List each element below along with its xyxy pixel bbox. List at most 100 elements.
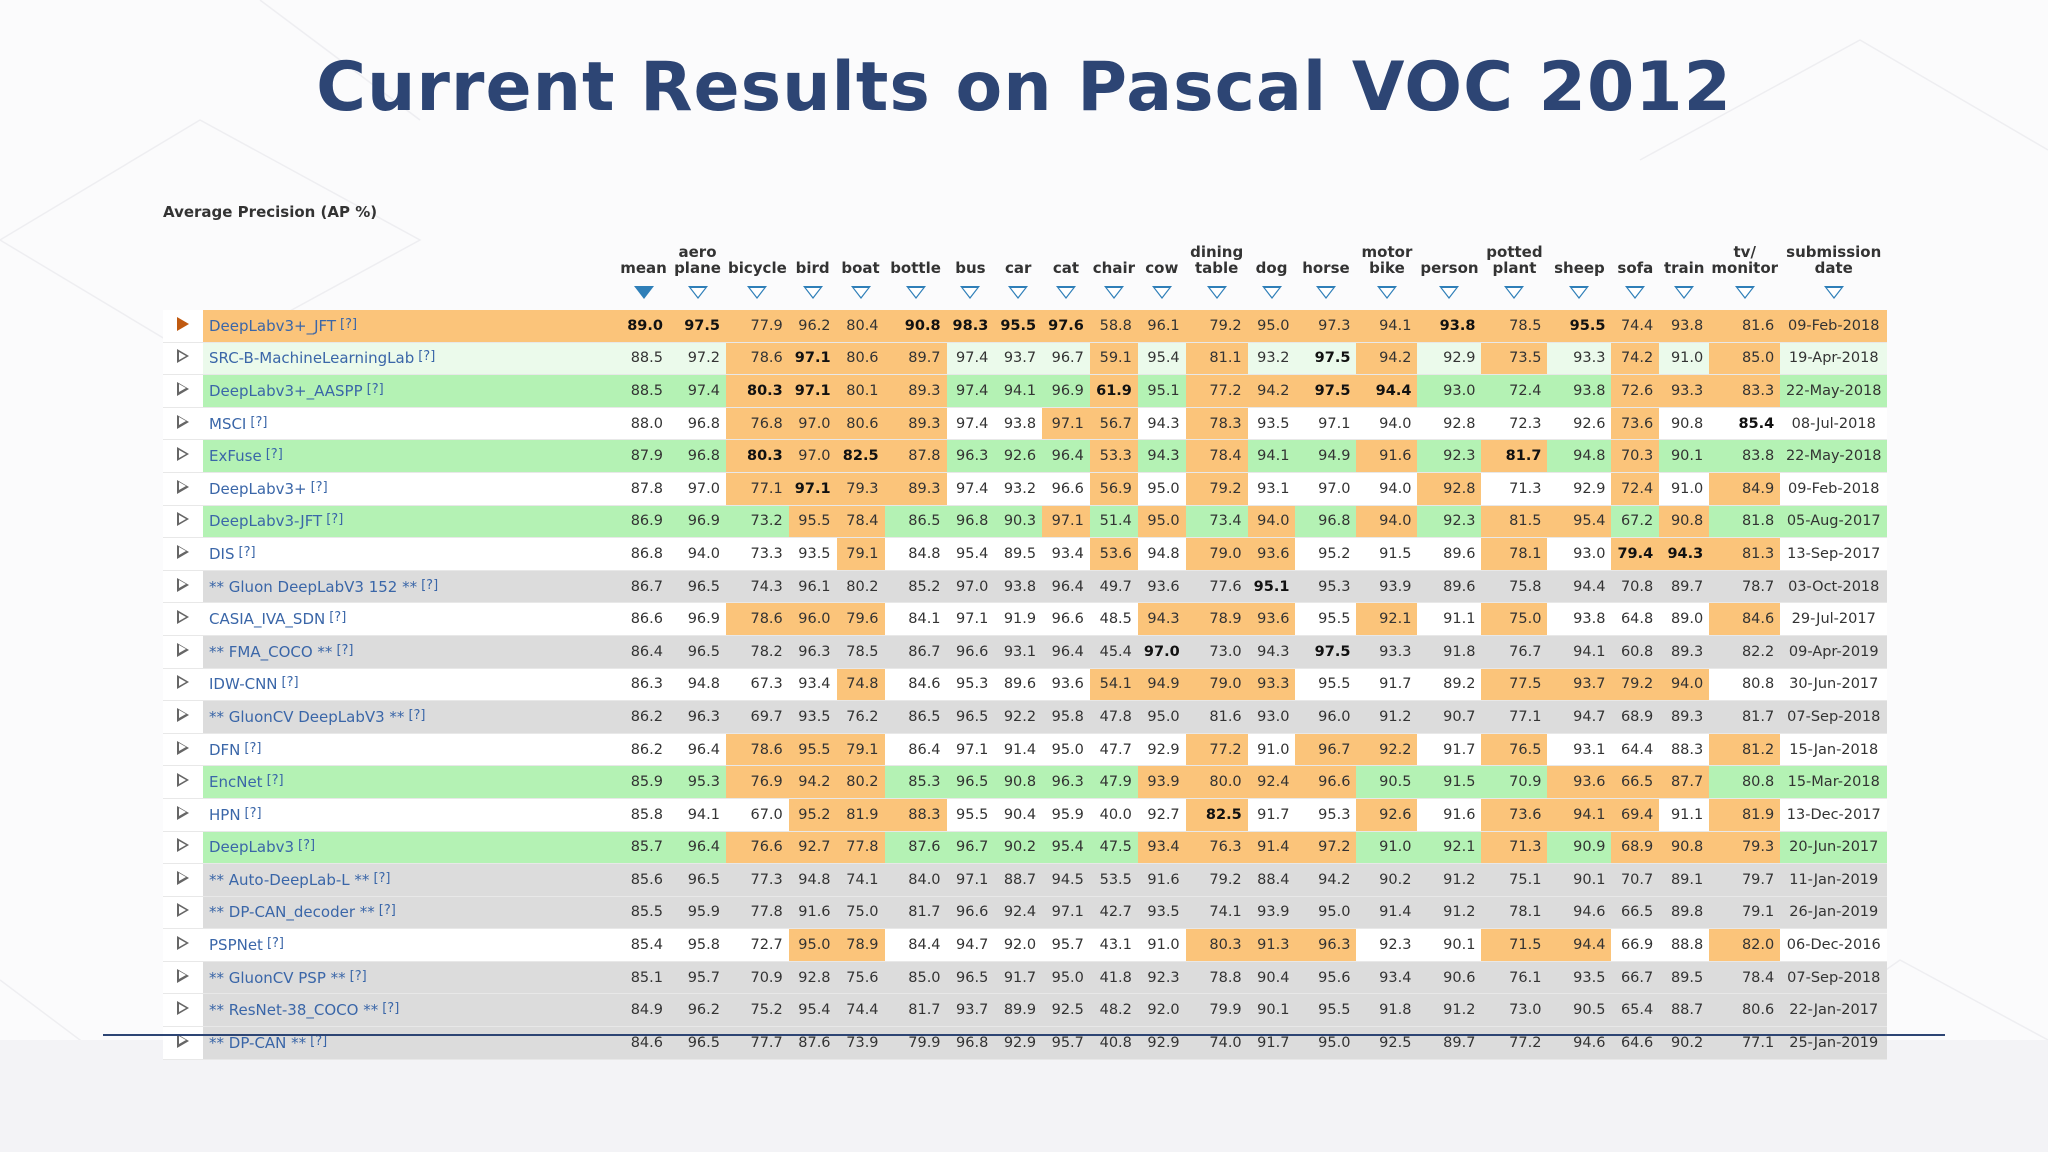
column-header-motorbike[interactable]: motor bike	[1361, 243, 1413, 277]
column-header-aeroplane[interactable]: aero plane	[674, 243, 721, 277]
help-link[interactable]: [?]	[310, 1033, 328, 1049]
expand-arrow-icon[interactable]	[177, 903, 189, 918]
help-link[interactable]: [?]	[250, 414, 268, 430]
help-link[interactable]: [?]	[265, 447, 283, 463]
column-header-diningtable[interactable]: dining table	[1190, 243, 1244, 277]
column-header-car[interactable]: car	[1005, 259, 1032, 277]
table-row[interactable]: EncNet [?] 85.9 95.3 76.9 94.2 80.2 85.3 96.5 90.…	[163, 765, 1888, 799]
column-header-bus[interactable]: bus	[955, 259, 986, 277]
method-name-link[interactable]: ** Auto-DeepLab-L **	[209, 870, 370, 889]
help-link[interactable]: [?]	[340, 316, 358, 332]
sort-arrow-icon[interactable]	[1056, 285, 1076, 299]
method-name-link[interactable]: DeepLabv3+_AASPP	[209, 381, 363, 400]
sort-arrow-icon[interactable]	[1439, 285, 1460, 299]
expand-arrow-icon[interactable]	[177, 675, 189, 690]
table-row[interactable]: ** FMA_COCO ** [?] 86.4 96.5 78.2 96.3 78.5 86.…	[163, 635, 1888, 669]
table-row[interactable]: ** Gluon DeepLabV3 152 ** [?] 86.7 96.5 74.3…	[163, 570, 1888, 604]
table-row[interactable]: ** GluonCV PSP ** [?] 85.1 95.7 70.9 92.8 75.6…	[163, 961, 1888, 995]
method-name-link[interactable]: SRC-B-MachineLearningLab	[209, 349, 415, 368]
table-row[interactable]: ExFuse [?] 87.9 96.8 80.3 97.0 82.5 87.8 96.3 92.…	[163, 439, 1888, 473]
expand-arrow-icon[interactable]	[177, 479, 189, 494]
sort-arrow-icon[interactable]	[1206, 285, 1227, 299]
method-name-link[interactable]: EncNet	[209, 773, 263, 792]
table-row[interactable]: DeepLabv3+_JFT [?] 89.0 97.5 77.9 96.2 80.4 90.…	[163, 310, 1888, 343]
expand-arrow-icon[interactable]	[177, 381, 189, 396]
method-name-link[interactable]: ** DP-CAN **	[209, 1033, 307, 1052]
method-name-link[interactable]: PSPNet	[209, 936, 263, 955]
table-row[interactable]: MSCI [?] 88.0 96.8 76.8 97.0 80.6 89.3 97.4 93.8 9…	[163, 407, 1888, 441]
table-row[interactable]: DIS [?] 86.8 94.0 73.3 93.5 79.1 84.8 95.4 89.5 93…	[163, 537, 1888, 571]
sort-arrow-icon[interactable]	[1504, 285, 1525, 299]
column-header-person[interactable]: person	[1420, 259, 1479, 277]
column-header-bicycle[interactable]: bicycle	[728, 259, 787, 277]
table-row[interactable]: HPN [?] 85.8 94.1 67.0 95.2 81.9 88.3 95.5 90.4 95…	[163, 798, 1888, 832]
help-link[interactable]: [?]	[408, 707, 426, 723]
column-header-cow[interactable]: cow	[1145, 259, 1179, 277]
sort-arrow-icon[interactable]	[1674, 285, 1695, 299]
sort-arrow-icon[interactable]	[1734, 285, 1755, 299]
column-header-sofa[interactable]: sofa	[1617, 259, 1654, 277]
sort-arrow-icon[interactable]	[1103, 285, 1124, 299]
table-row[interactable]: IDW-CNN [?] 86.3 94.8 67.3 93.4 74.8 84.6 95.3 89…	[163, 668, 1888, 702]
table-row[interactable]: DeepLabv3 [?] 85.7 96.4 76.6 92.7 77.8 87.6 96.7…	[163, 831, 1888, 865]
table-row[interactable]: PSPNet [?] 85.4 95.8 72.7 95.0 78.9 84.4 94.7 92.…	[163, 928, 1888, 962]
method-name-link[interactable]: DFN	[209, 740, 241, 759]
column-header-horse[interactable]: horse	[1302, 259, 1350, 277]
expand-arrow-icon[interactable]	[177, 316, 189, 331]
sort-arrow-icon[interactable]	[850, 285, 871, 299]
column-header-dog[interactable]: dog	[1255, 259, 1288, 277]
expand-arrow-icon[interactable]	[177, 1001, 189, 1016]
help-link[interactable]: [?]	[421, 577, 439, 593]
help-link[interactable]: [?]	[329, 610, 347, 626]
table-row[interactable]: DFN [?] 86.2 96.4 78.6 95.5 79.1 86.4 97.1 91.4 95…	[163, 733, 1888, 767]
sort-arrow-icon[interactable]	[1569, 285, 1590, 299]
column-header-bird[interactable]: bird	[795, 259, 830, 277]
sort-arrow-icon[interactable]	[747, 285, 768, 299]
expand-arrow-icon[interactable]	[177, 610, 189, 625]
help-link[interactable]: [?]	[349, 968, 367, 984]
expand-arrow-icon[interactable]	[177, 577, 189, 592]
expand-arrow-icon[interactable]	[177, 936, 189, 951]
expand-arrow-icon[interactable]	[177, 349, 189, 364]
expand-arrow-icon[interactable]	[177, 740, 189, 755]
table-row[interactable]: SRC-B-MachineLearningLab [?] 88.5 97.2 78.6 9…	[163, 342, 1888, 376]
expand-arrow-icon[interactable]	[177, 773, 189, 788]
expand-arrow-icon[interactable]	[177, 544, 189, 559]
method-name-link[interactable]: ** ResNet-38_COCO **	[209, 1001, 379, 1020]
expand-arrow-icon[interactable]	[177, 805, 189, 820]
column-header-tvmonitor[interactable]: tv/ monitor	[1711, 243, 1779, 277]
table-row[interactable]: ** DP-CAN_decoder ** [?] 85.5 95.9 77.8 91.6 7…	[163, 896, 1888, 930]
expand-arrow-icon[interactable]	[177, 707, 189, 722]
sort-arrow-icon[interactable]	[633, 285, 654, 299]
help-link[interactable]: [?]	[336, 642, 354, 658]
column-header-train[interactable]: train	[1663, 259, 1705, 277]
column-header-boat[interactable]: boat	[841, 259, 880, 277]
method-name-link[interactable]: DeepLabv3+	[209, 479, 307, 498]
method-name-link[interactable]: MSCI	[209, 414, 247, 433]
help-link[interactable]: [?]	[238, 544, 256, 560]
sort-arrow-icon[interactable]	[802, 285, 823, 299]
sort-arrow-icon[interactable]	[1008, 285, 1029, 299]
expand-arrow-icon[interactable]	[177, 642, 189, 657]
sort-arrow-icon[interactable]	[1151, 285, 1172, 299]
help-link[interactable]: [?]	[244, 740, 262, 756]
expand-arrow-icon[interactable]	[177, 968, 189, 983]
table-row[interactable]: CASIA_IVA_SDN [?] 86.6 96.9 78.6 96.0 79.6 84.1…	[163, 602, 1888, 636]
expand-arrow-icon[interactable]	[177, 1033, 189, 1048]
table-row[interactable]: DeepLabv3-JFT [?] 86.9 96.9 73.2 95.5 78.4 86.5…	[163, 505, 1888, 539]
table-row[interactable]: ** GluonCV DeepLabV3 ** [?] 86.2 96.3 69.7 93…	[163, 700, 1888, 734]
expand-arrow-icon[interactable]	[177, 447, 189, 462]
sort-arrow-icon[interactable]	[905, 285, 926, 299]
column-header-date[interactable]: submission date	[1786, 243, 1882, 277]
method-name-link[interactable]: DeepLabv3+_JFT	[209, 316, 337, 335]
method-name-link[interactable]: CASIA_IVA_SDN	[209, 610, 326, 629]
table-row[interactable]: DeepLabv3+ [?] 87.8 97.0 77.1 97.1 79.3 89.3 97.…	[163, 472, 1888, 506]
column-header-cat[interactable]: cat	[1052, 259, 1080, 277]
column-header-chair[interactable]: chair	[1092, 259, 1135, 277]
help-link[interactable]: [?]	[326, 512, 344, 528]
method-name-link[interactable]: HPN	[209, 805, 241, 824]
method-name-link[interactable]: ** FMA_COCO **	[209, 642, 333, 661]
expand-arrow-icon[interactable]	[177, 414, 189, 429]
method-name-link[interactable]: IDW-CNN	[209, 675, 278, 694]
help-link[interactable]: [?]	[266, 936, 284, 952]
